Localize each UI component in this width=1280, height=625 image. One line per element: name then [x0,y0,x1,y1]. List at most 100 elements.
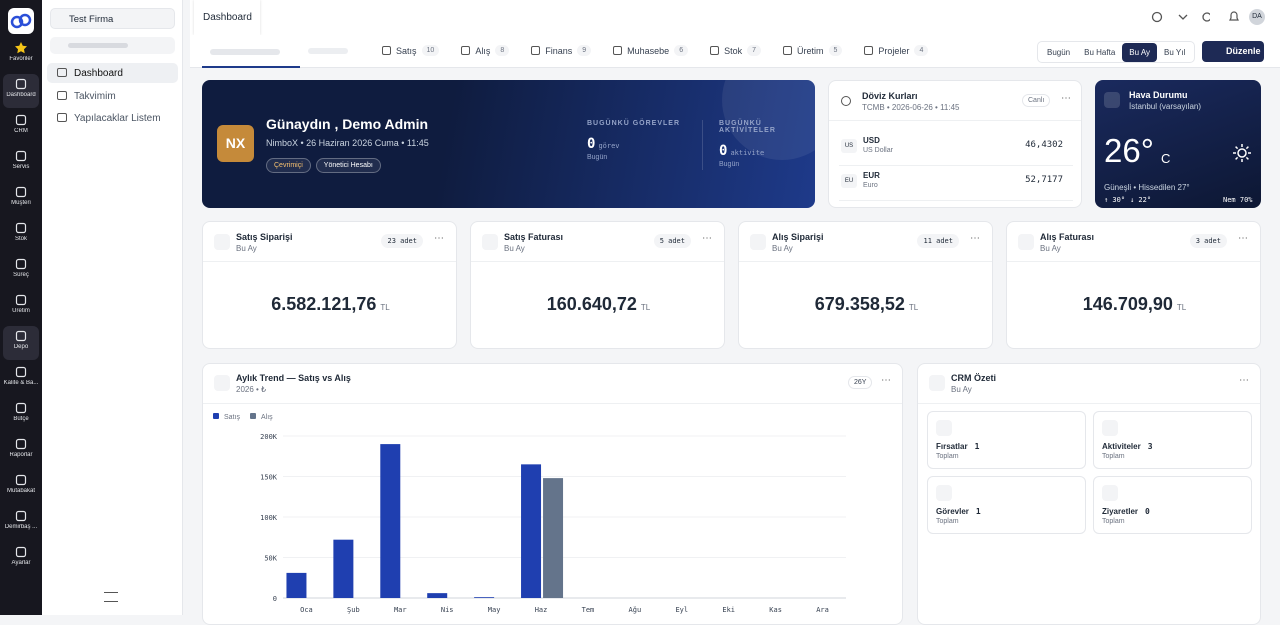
tab[interactable]: Stok 7 [710,45,762,56]
active-tab[interactable] [202,41,300,68]
weather-low: ↓ 22° [1130,196,1152,204]
sidebar-item[interactable]: Dashboard [3,74,39,108]
tab[interactable]: Alış 8 [461,45,510,56]
glyph [15,258,27,270]
more[interactable]: ⋯ [881,375,891,386]
x-tick-label: Oca [300,606,313,614]
tab[interactable]: Projeler 4 [864,45,929,56]
menu-icon [57,113,67,122]
sidebar-item[interactable]: Müşteri [3,182,39,216]
sidebar-item[interactable]: Süreç [3,254,39,288]
tab[interactable]: Üretim 5 [783,45,843,56]
kpi-card: Satış Faturası Bu Ay 5 adet ⋯ 160.640,72 TL [470,221,725,349]
badges: Çevrimiçi Yönetici Hesabı [266,158,381,173]
glyph [15,330,27,342]
chart-badge[interactable]: 26Y [848,376,873,389]
menu-item[interactable]: Dashboard [47,63,178,83]
tab[interactable]: Satış 10 [382,45,440,56]
stat-value-row: 0 görev [587,133,702,152]
more[interactable]: ⋯ [702,233,712,244]
blurred-tab[interactable] [308,48,348,54]
x-tick-label: Nis [441,606,454,614]
sidebar-icon [15,42,27,54]
chart-title: Aylık Trend — Satış vs Alış [236,373,351,383]
more[interactable]: ⋯ [434,233,444,244]
weather-city: İstanbul (varsayılan) [1129,102,1202,111]
sidebar-label: Üretim [12,308,30,314]
legend-label: Satış [224,414,240,421]
tab-label: Satış [396,45,417,56]
crm-tile[interactable]: Görevler 1 Toplam [927,476,1086,534]
crm-tile[interactable]: Fırsatlar 1 Toplam [927,411,1086,469]
company-selector[interactable]: Test Firma [50,8,175,29]
sun-icon [1233,144,1251,162]
kpi-value-row: 146.709,90 TL [1007,294,1260,315]
sidebar-item[interactable]: Kalite & Ba... [3,362,39,396]
sidebar-item[interactable]: Demirbaş ... [3,506,39,540]
crm-label: Görevler [936,507,969,516]
sidebar-label: Stok [14,236,27,242]
sidebar-icon [15,438,27,450]
bell-icon[interactable] [1228,10,1240,24]
collapse-icon[interactable] [104,592,118,602]
legend-swatch [250,413,256,419]
sidebar-item[interactable]: CRM [3,110,39,144]
menu-item[interactable]: Takvimim [47,86,178,106]
divider [1007,261,1260,262]
more[interactable]: ⋯ [1239,375,1249,386]
edit-button[interactable]: Düzenle [1202,41,1264,62]
more[interactable]: ⋯ [1061,93,1071,104]
more[interactable]: ⋯ [1238,233,1248,244]
crm-tile[interactable]: Ziyaretler 0 Toplam [1093,476,1252,534]
sidebar-label: Favoriler [9,56,33,62]
chart: Satış Alış 0 50K 100K 150K 200K Oca Şub Mar Nis May… [213,413,846,614]
menu-label: Takvimim [74,90,116,102]
sidebar-item[interactable]: Mutabakat [3,470,39,504]
sidebar-item[interactable]: Depo [3,326,39,360]
tab-count: 6 [674,45,689,56]
hero-card: NX Günaydın , Demo Admin NimboX • 26 Haz… [202,80,815,208]
sidebar-item[interactable]: Ayarlar [3,542,39,576]
crm-tile[interactable]: Aktiviteler 3 Toplam [1093,411,1252,469]
x-tick-label: Ara [816,606,829,614]
kpi-value: 679.358,52 [814,294,905,314]
sidebar-item[interactable]: Favoriler [3,38,39,72]
glyph [15,474,27,486]
tab[interactable]: Muhasebe 6 [613,45,689,56]
sidebar-item[interactable]: Bütçe [3,398,39,432]
fx-flag: US [841,139,857,153]
fx-row: US USD US Dollar 46,4302 [839,131,1073,166]
glyph [15,222,27,234]
sidebar-item[interactable]: Raporlar [3,434,39,468]
stat-label: BUGÜNKÜ AKTİVİTELER [719,120,776,134]
logo[interactable] [8,8,34,34]
period-button[interactable]: Bu Ay [1122,42,1158,62]
top-tab[interactable]: Dashboard [194,0,260,35]
glyph [15,366,27,378]
sidebar-item[interactable]: Servis [3,146,39,180]
badge-label: Çevrimiçi [274,162,303,169]
search-box[interactable] [50,37,175,54]
glyph [15,546,27,558]
sidebar-label: CRM [14,128,28,134]
period-button[interactable]: Bugün [1047,47,1071,57]
menu-item[interactable]: Yapılacaklar Listem [47,108,178,128]
crm-note: Toplam [1102,453,1125,460]
tab[interactable]: Finans 9 [531,45,592,56]
more[interactable]: ⋯ [970,233,980,244]
sidebar-item[interactable]: Stok [3,218,39,252]
period-button[interactable]: Bu Yıl [1164,47,1186,57]
kpi-title: Satış Faturası [504,232,564,242]
globe-icon [841,96,851,106]
x-tick-label: Eki [722,606,735,614]
blurred-text [210,49,280,55]
sidebar-item[interactable]: Üretim [3,290,39,324]
crm-label: Ziyaretler [1102,507,1139,516]
kpi-period: Bu Ay [1040,244,1061,253]
top-icons[interactable] [1150,10,1210,24]
period-button[interactable]: Bu Hafta [1084,47,1116,57]
kpi-currency: TL [1176,303,1187,312]
sidebar-label: Depo [13,344,29,350]
avatar[interactable]: DA [1249,9,1265,25]
